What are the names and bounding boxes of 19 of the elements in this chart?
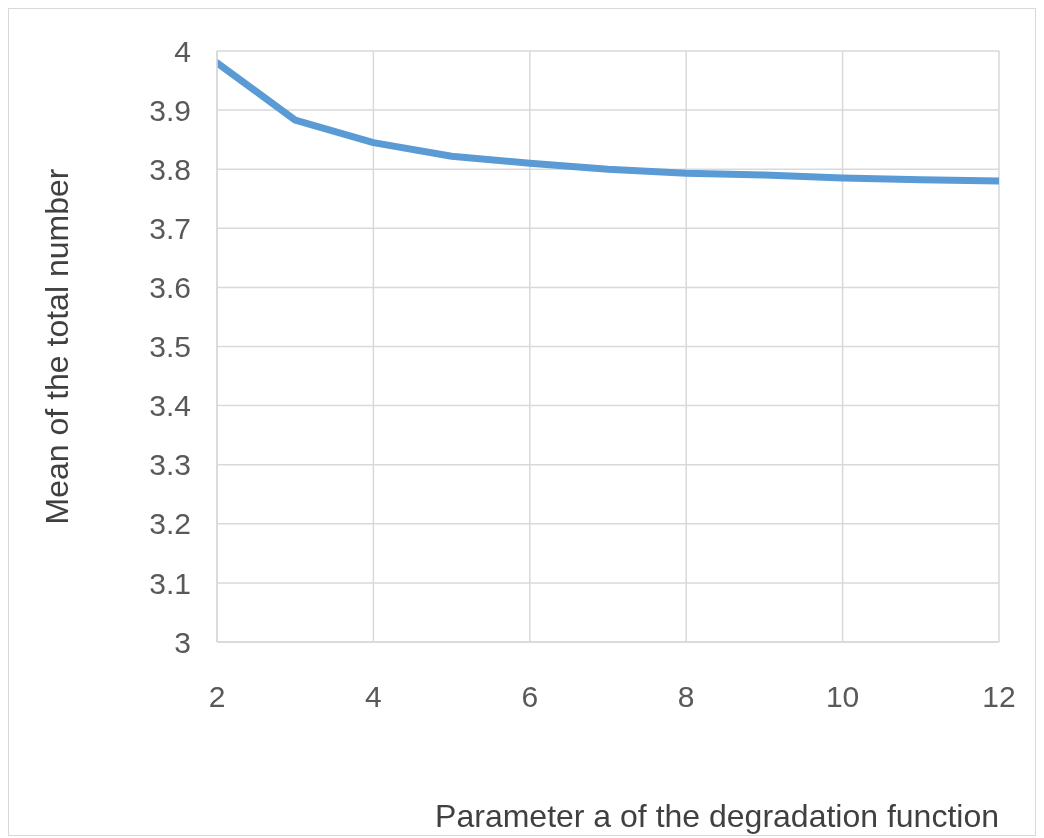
y-tick-label: 3.1 (149, 566, 191, 600)
x-tick-label: 12 (982, 680, 1016, 714)
y-tick-label: 4 (174, 34, 191, 68)
y-tick-label: 3.6 (149, 271, 191, 305)
y-tick-label: 3.2 (149, 507, 191, 541)
x-tick-label: 2 (208, 680, 226, 714)
x-tick-label: 8 (677, 680, 695, 714)
x-tick-label: 6 (521, 680, 539, 714)
y-tick-label: 3.8 (149, 152, 191, 186)
y-tick-label: 3.7 (149, 211, 191, 245)
x-tick-label: 10 (825, 680, 860, 714)
y-tick-label: 3.5 (149, 330, 191, 364)
y-axis-title: Mean of the total number (39, 168, 76, 525)
y-tick-label: 3 (174, 625, 191, 659)
y-tick-label: 3.3 (149, 448, 191, 482)
y-tick-label: 3.9 (149, 93, 191, 127)
y-tick-label: 3.4 (149, 389, 191, 423)
x-axis-title: Parameter a of the degradation function (435, 798, 999, 834)
x-tick-label: 4 (365, 680, 382, 714)
